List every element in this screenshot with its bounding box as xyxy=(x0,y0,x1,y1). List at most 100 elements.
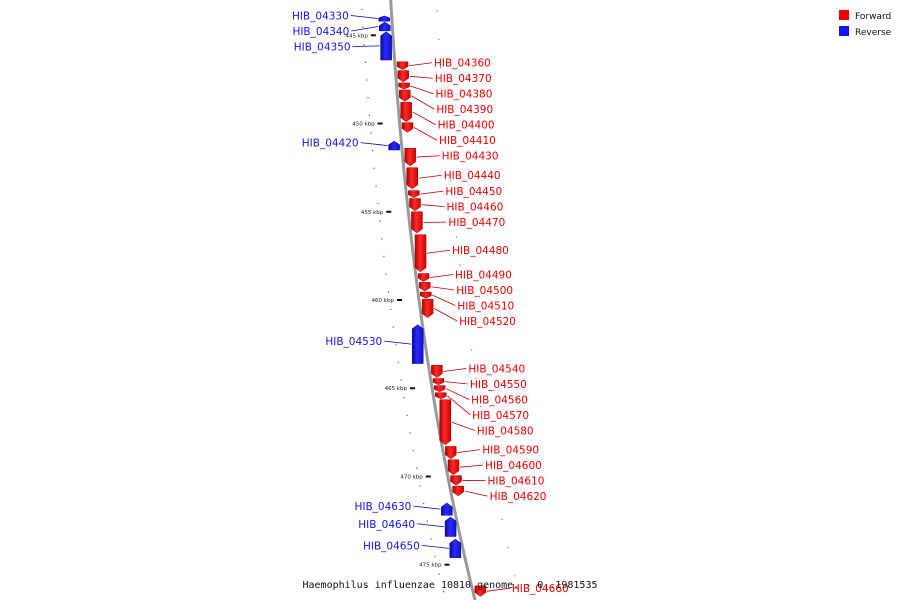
gene-label-leader xyxy=(416,155,440,158)
gene-label[interactable]: HIB_04530 xyxy=(325,336,382,348)
gene-label[interactable]: HIB_04610 xyxy=(488,476,545,488)
gene-label[interactable]: HIB_04460 xyxy=(447,202,504,214)
gene-label-leader xyxy=(431,286,455,291)
gene-hib-04620[interactable] xyxy=(452,485,464,497)
gene-label[interactable]: HIB_04660 xyxy=(512,583,569,595)
minor-tick-mark xyxy=(375,185,377,187)
gene-label[interactable]: HIB_04400 xyxy=(438,120,495,132)
kbp-tick-mark xyxy=(377,122,383,125)
gene-hib-04610[interactable] xyxy=(450,475,462,486)
minor-tick-mark xyxy=(397,361,400,363)
gene-label[interactable]: HIB_04540 xyxy=(468,363,525,375)
gene-label-leader xyxy=(443,368,467,372)
gene-label[interactable]: HIB_04450 xyxy=(445,186,502,198)
minor-tick-mark xyxy=(363,44,365,46)
gene-label[interactable]: HIB_04560 xyxy=(471,394,528,406)
minor-tick-mark xyxy=(479,405,482,408)
gene-hib-04370[interactable] xyxy=(397,70,410,83)
minor-tick-mark xyxy=(501,518,503,521)
gene-hib-04500[interactable] xyxy=(418,282,431,292)
gene-label[interactable]: HIB_04500 xyxy=(456,285,513,297)
gene-hib-04410[interactable] xyxy=(401,122,414,133)
gene-hib-04560[interactable] xyxy=(433,385,446,393)
gene-hib-04580[interactable] xyxy=(439,399,452,446)
gene-label[interactable]: HIB_04370 xyxy=(435,73,492,85)
minor-tick-mark xyxy=(444,123,446,125)
gene-hib-04630[interactable] xyxy=(441,502,453,516)
gene-hib-04590[interactable] xyxy=(444,446,457,460)
minor-tick-mark xyxy=(490,462,492,464)
gene-hib-04540[interactable] xyxy=(431,365,443,378)
gene-label[interactable]: HIB_04570 xyxy=(472,410,529,422)
gene-label[interactable]: HIB_04490 xyxy=(455,270,512,282)
gene-hib-04460[interactable] xyxy=(409,198,421,212)
gene-label[interactable]: HIB_04350 xyxy=(294,42,351,54)
gene-label[interactable]: HIB_04330 xyxy=(292,11,349,23)
minor-tick-mark xyxy=(449,180,452,182)
gene-hib-04480[interactable] xyxy=(414,234,427,273)
gene-label[interactable]: HIB_04380 xyxy=(436,89,493,101)
gene-label[interactable]: HIB_04590 xyxy=(482,445,539,457)
gene-hib-04430[interactable] xyxy=(404,147,416,167)
genome-caption: Haemophilus influenzae 10810 genome. - 0… xyxy=(302,580,597,591)
minor-tick-mark xyxy=(370,132,372,134)
gene-hib-04600[interactable] xyxy=(447,459,460,476)
gene-hib-04330[interactable] xyxy=(378,15,391,22)
gene-label-leader xyxy=(411,95,435,110)
minor-tick-mark xyxy=(495,490,497,492)
minor-tick-mark xyxy=(456,236,458,238)
minor-tick-mark xyxy=(392,326,394,328)
gene-hib-04650[interactable] xyxy=(449,538,462,558)
gene-hib-04340[interactable] xyxy=(379,21,391,32)
gene-label[interactable]: HIB_04480 xyxy=(452,245,509,257)
gene-label[interactable]: HIB_04520 xyxy=(459,316,516,328)
gene-label[interactable]: HIB_04390 xyxy=(436,104,493,116)
gene-label[interactable]: HIB_04340 xyxy=(292,26,349,38)
gene-label[interactable]: HIB_04580 xyxy=(477,425,534,437)
gene-hib-04470[interactable] xyxy=(411,211,423,234)
gene-label[interactable]: HIB_04470 xyxy=(448,217,505,229)
gene-hib-04360[interactable] xyxy=(396,61,409,70)
gene-label[interactable]: HIB_04650 xyxy=(363,540,420,552)
gene-label[interactable]: HIB_04550 xyxy=(470,379,527,391)
gene-hib-04350[interactable] xyxy=(380,31,392,61)
gene-hib-04660[interactable] xyxy=(474,585,487,597)
gene-hib-04510[interactable] xyxy=(420,291,432,299)
gene-label-leader xyxy=(447,395,471,416)
gene-label[interactable]: HIB_04510 xyxy=(457,301,514,313)
minor-tick-mark xyxy=(442,95,444,97)
gene-hib-04440[interactable] xyxy=(406,167,419,190)
gene-label-leader xyxy=(412,111,436,126)
gene-label[interactable]: HIB_04410 xyxy=(439,135,496,147)
gene-hib-04640[interactable] xyxy=(444,516,457,537)
minor-tick-mark xyxy=(395,344,397,346)
gene-hib-04400[interactable] xyxy=(400,102,412,123)
gene-label[interactable]: HIB_04640 xyxy=(358,519,415,531)
gene-label-leader xyxy=(409,75,433,79)
gene-label[interactable]: HIB_04440 xyxy=(444,170,501,182)
gene-label[interactable]: HIB_04420 xyxy=(302,138,359,150)
gene-hib-04490[interactable] xyxy=(417,273,430,282)
gene-label[interactable]: HIB_04620 xyxy=(490,491,547,503)
minor-tick-mark xyxy=(426,520,428,522)
minor-tick-mark xyxy=(361,8,363,11)
gene-label[interactable]: HIB_04360 xyxy=(434,58,491,70)
gene-hib-04520[interactable] xyxy=(421,298,434,318)
minor-ticks xyxy=(361,8,516,593)
gene-hib-04550[interactable] xyxy=(432,378,445,385)
gene-hib-04390[interactable] xyxy=(399,89,411,102)
gene-hib-04530[interactable] xyxy=(411,324,424,364)
gene-hib-04420[interactable] xyxy=(388,140,400,151)
gene-label-leader xyxy=(350,15,378,19)
minor-tick-mark xyxy=(447,151,449,153)
gene-label-leader xyxy=(464,490,488,497)
gene-hib-04380[interactable] xyxy=(398,82,410,90)
gene-label-leader xyxy=(429,274,454,278)
gene-label[interactable]: HIB_04630 xyxy=(354,501,411,513)
gene-hib-04570[interactable] xyxy=(435,392,447,400)
gene-label[interactable]: HIB_04600 xyxy=(485,460,542,472)
gene-label[interactable]: HIB_04430 xyxy=(442,151,499,163)
minor-tick-mark xyxy=(379,220,381,222)
gene-hib-04450[interactable] xyxy=(408,190,420,198)
